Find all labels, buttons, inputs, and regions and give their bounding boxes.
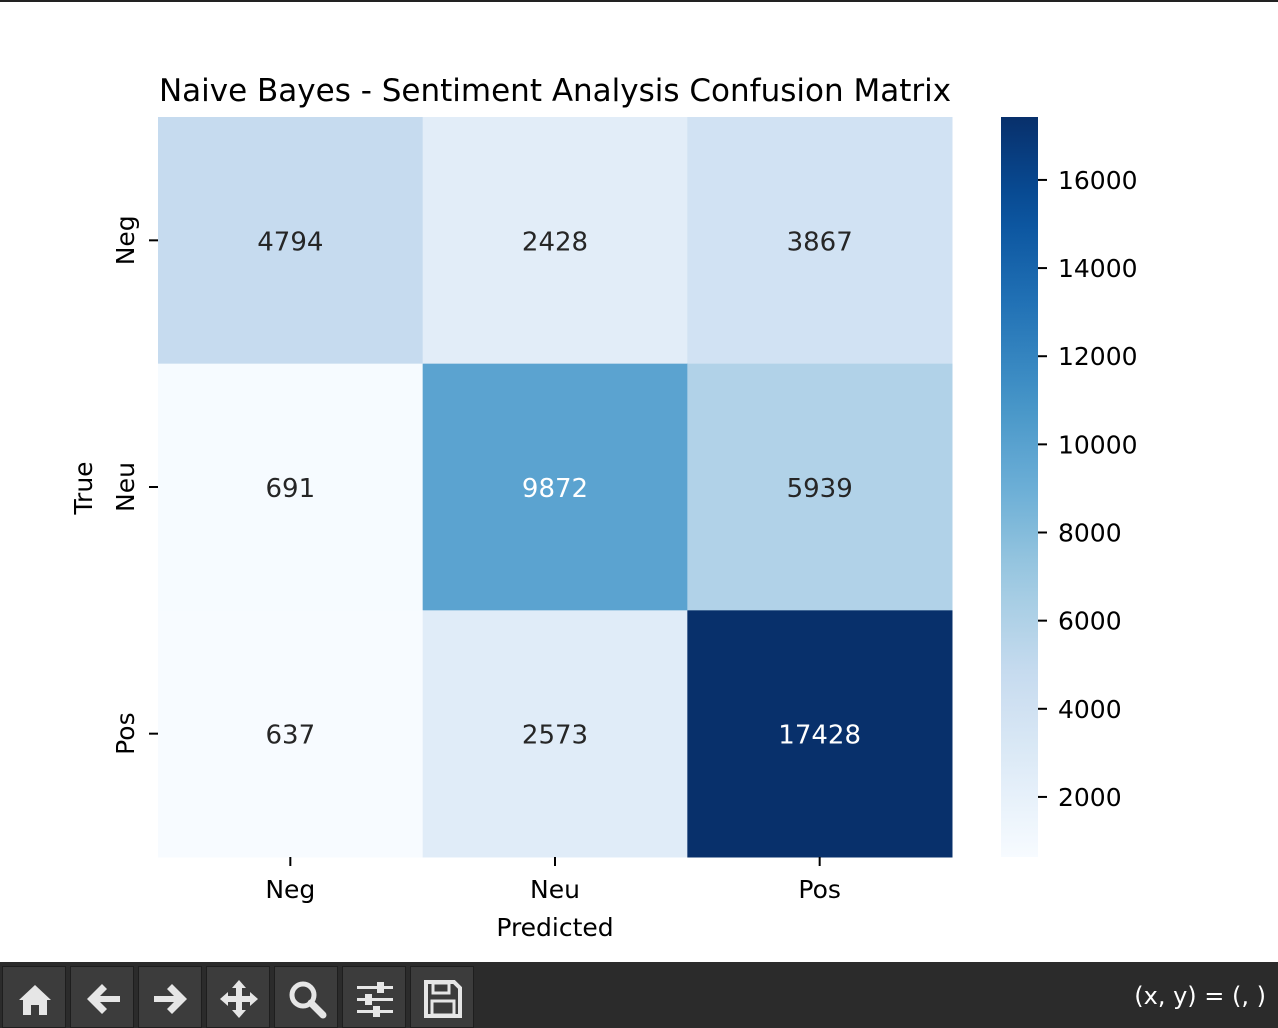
cell-value-label: 4794 bbox=[257, 227, 323, 257]
y-tick-label: Neu bbox=[111, 462, 140, 512]
colorbar-tick-label: 8000 bbox=[1058, 519, 1122, 548]
colorbar-tick-label: 16000 bbox=[1058, 166, 1138, 195]
heatmap-cell bbox=[422, 363, 688, 611]
cell-value-label: 2573 bbox=[522, 721, 588, 751]
heatmap-cell bbox=[422, 117, 688, 365]
cell-value-label: 9872 bbox=[522, 474, 588, 504]
colorbar-tick-label: 10000 bbox=[1058, 430, 1138, 459]
x-tick-label: Pos bbox=[798, 875, 841, 904]
zoom-button[interactable] bbox=[274, 966, 338, 1028]
y-axis-label: True bbox=[69, 461, 98, 515]
colorbar: 2000 4000 6000 8000 10000 12000 14000 16000 bbox=[1001, 117, 1138, 857]
cursor-coordinates: (x, y) = (, ) bbox=[1134, 982, 1266, 1010]
y-tick-label: Pos bbox=[111, 712, 140, 755]
cell-value-label: 637 bbox=[266, 721, 316, 751]
window-top-border bbox=[0, 0, 1278, 2]
move-icon bbox=[220, 980, 258, 1018]
heatmap-cell bbox=[158, 117, 424, 365]
back-button[interactable] bbox=[70, 966, 134, 1028]
arrow-left-icon bbox=[87, 984, 120, 1014]
cell-value-label: 5939 bbox=[787, 474, 853, 504]
colorbar-tick-label: 4000 bbox=[1058, 695, 1122, 724]
floppy-disk-icon bbox=[424, 980, 462, 1018]
x-axis: Neg Neu Pos bbox=[265, 857, 841, 904]
y-axis: Neg Neu Pos bbox=[111, 215, 158, 755]
colorbar-gradient bbox=[1001, 117, 1038, 857]
heatmap-cell bbox=[687, 610, 953, 858]
magnifier-icon bbox=[289, 981, 327, 1019]
y-tick-label: Neg bbox=[111, 215, 140, 265]
configure-subplots-button[interactable] bbox=[342, 966, 406, 1028]
sliders-icon bbox=[357, 982, 393, 1017]
arrow-right-icon bbox=[154, 984, 187, 1014]
x-tick-label: Neu bbox=[530, 875, 580, 904]
heatmap-cell bbox=[158, 610, 424, 858]
heatmap-cell bbox=[687, 363, 953, 611]
pan-button[interactable] bbox=[206, 966, 270, 1028]
toolbar: (x, y) = (, ) bbox=[0, 962, 1278, 1028]
colorbar-tick-label: 14000 bbox=[1058, 254, 1138, 283]
forward-button[interactable] bbox=[138, 966, 202, 1028]
home-button[interactable] bbox=[2, 966, 66, 1028]
x-tick-label: Neg bbox=[265, 875, 315, 904]
cell-value-label: 3867 bbox=[787, 227, 853, 257]
cell-value-label: 17428 bbox=[778, 721, 861, 751]
home-icon bbox=[19, 985, 51, 1015]
cell-value-label: 2428 bbox=[522, 227, 588, 257]
heatmap-cell bbox=[158, 363, 424, 611]
colorbar-tick-label: 6000 bbox=[1058, 607, 1122, 636]
colorbar-tick-label: 2000 bbox=[1058, 783, 1122, 812]
chart-title: Naive Bayes - Sentiment Analysis Confusi… bbox=[159, 73, 951, 109]
heatmap: 4794 2428 3867 691 9872 5939 637 2573 17428 bbox=[158, 117, 953, 858]
x-axis-label: Predicted bbox=[496, 913, 613, 942]
save-button[interactable] bbox=[410, 966, 474, 1028]
cell-value-label: 691 bbox=[266, 474, 316, 504]
heatmap-cell bbox=[687, 117, 953, 365]
heatmap-cell bbox=[422, 610, 688, 858]
figure-canvas: Naive Bayes - Sentiment Analysis Confusi… bbox=[69, 73, 1138, 942]
colorbar-tick-label: 12000 bbox=[1058, 342, 1138, 371]
